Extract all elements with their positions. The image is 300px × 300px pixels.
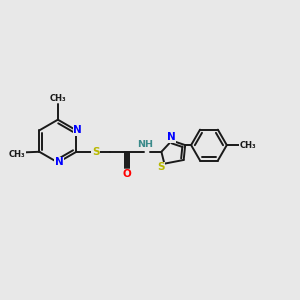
Text: N: N — [167, 132, 176, 142]
Text: CH₃: CH₃ — [9, 150, 26, 159]
Text: N: N — [55, 158, 63, 167]
Text: S: S — [157, 162, 165, 172]
Text: N: N — [73, 125, 82, 135]
Text: S: S — [92, 147, 100, 157]
Text: CH₃: CH₃ — [50, 94, 66, 103]
Text: O: O — [122, 169, 131, 179]
Text: CH₃: CH₃ — [240, 141, 256, 150]
Text: NH: NH — [137, 140, 153, 148]
